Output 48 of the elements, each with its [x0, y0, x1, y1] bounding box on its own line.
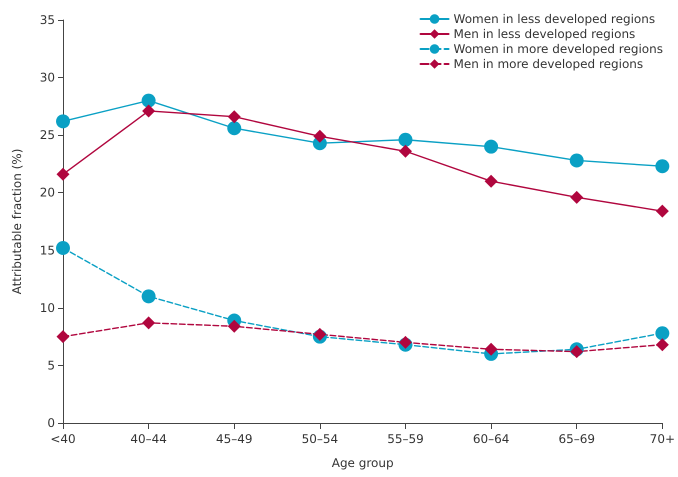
point [570, 345, 584, 358]
point [56, 330, 70, 344]
point [655, 326, 670, 340]
point [398, 336, 412, 349]
point [313, 328, 326, 341]
x-tick-label: 50–54 [302, 432, 338, 446]
y-axis-title: Attributable fraction (%) [10, 148, 24, 294]
point [655, 159, 670, 174]
legend-label: Women in more developed regions [454, 42, 664, 56]
point [484, 342, 498, 356]
point [56, 240, 70, 255]
point [227, 121, 242, 136]
legend-label: Women in less developed regions [454, 12, 656, 26]
y-tick-label: 30 [40, 70, 55, 85]
point [56, 168, 70, 181]
point [56, 114, 70, 128]
x-tick-label: 65–69 [558, 432, 595, 446]
point [484, 174, 498, 188]
y-tick-label: 25 [40, 128, 55, 142]
point [228, 110, 241, 124]
point [398, 132, 412, 147]
point [570, 153, 584, 168]
point [142, 289, 156, 304]
point [570, 190, 584, 204]
point [656, 204, 669, 218]
x-tick-label: 40–44 [130, 432, 167, 446]
y-tick-label: 20 [40, 186, 55, 200]
point [228, 320, 241, 333]
y-tick-label: 0 [47, 416, 55, 430]
x-axis-title: Age group [332, 456, 394, 470]
y-tick-label: 35 [40, 13, 55, 27]
y-tick-label: 15 [40, 243, 55, 258]
y-tick-label: 10 [40, 300, 55, 315]
point [142, 316, 156, 330]
point [313, 130, 326, 143]
point [484, 140, 498, 154]
y-tick-label: 5 [47, 358, 55, 372]
point [142, 104, 156, 118]
x-tick-label: <40 [50, 432, 76, 446]
legend-label: Men in less developed regions [454, 27, 636, 41]
point [142, 94, 156, 108]
x-tick-label: 45–49 [216, 432, 253, 446]
point [398, 144, 412, 158]
x-tick-label: 70+ [650, 432, 675, 446]
point [656, 338, 669, 352]
x-tick-label: 55–59 [387, 432, 424, 446]
legend-label: Men in more developed regions [454, 57, 644, 71]
x-tick-label: 60–64 [472, 432, 510, 446]
